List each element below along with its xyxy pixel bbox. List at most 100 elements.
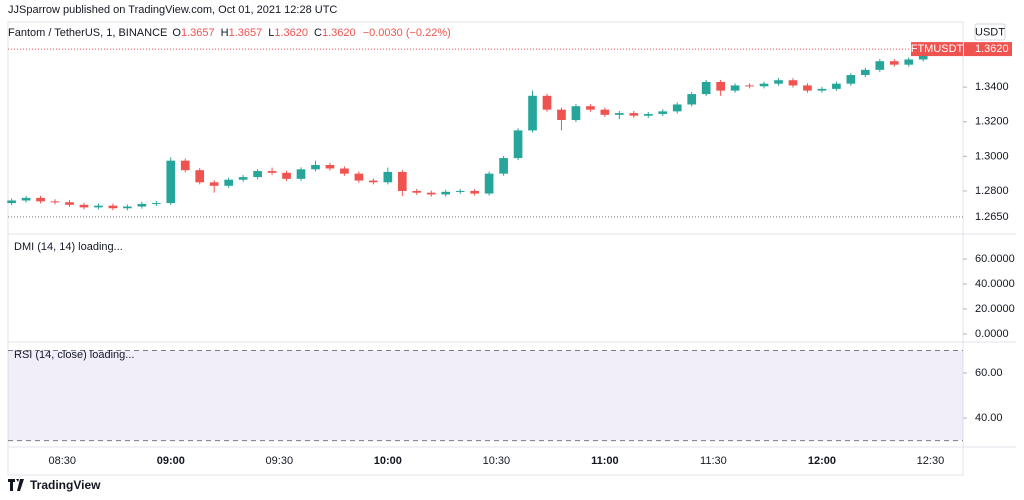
candle-body: [65, 202, 74, 205]
candle-body: [788, 80, 798, 86]
candle-body: [311, 165, 320, 170]
candle-body: [571, 106, 581, 121]
candle-body: [296, 169, 306, 179]
candle-body: [195, 170, 205, 183]
x-tick-label: 12:30: [917, 455, 945, 467]
candle-body: [426, 192, 436, 195]
candle-body: [470, 190, 479, 194]
candle-body: [108, 205, 118, 209]
candle-body: [615, 113, 624, 115]
candle-body: [542, 95, 552, 110]
candle-body: [180, 160, 190, 171]
y-tick-label: 20.0000: [975, 303, 1015, 315]
x-tick-label: 09:00: [157, 455, 185, 467]
candle-body: [325, 165, 335, 169]
candle-body: [397, 171, 407, 191]
brand: TradingView: [30, 478, 101, 492]
candle-body: [224, 179, 234, 186]
candle-body: [889, 61, 899, 65]
candle-body: [209, 182, 219, 186]
candle-body: [817, 88, 827, 91]
candle-body: [904, 59, 914, 65]
candle-body: [528, 95, 537, 131]
price-line-label: 1.2650: [975, 211, 1009, 223]
x-tick-label: 12:00: [808, 455, 836, 467]
candle-body: [687, 94, 697, 105]
change: −0.0030 (−0.22%): [362, 27, 451, 39]
ohlc-value: 1.3657: [228, 27, 263, 39]
candle-body: [860, 69, 870, 76]
x-tick-label: 11:30: [700, 455, 727, 467]
candle-body: [238, 177, 248, 180]
candle-body: [774, 80, 783, 84]
candle-body: [253, 171, 262, 178]
symbol-tag-label: FTMUSDT: [911, 43, 964, 55]
ohlc-key: O: [172, 27, 181, 39]
candle-body: [79, 204, 89, 208]
candle-body: [643, 113, 653, 116]
candle-body: [50, 201, 60, 203]
publisher: JJSparrow published on TradingView.com, …: [8, 4, 338, 16]
candle-body: [21, 197, 31, 201]
candle-body: [499, 158, 508, 174]
candle-body: [701, 81, 711, 95]
candle-body: [586, 106, 595, 110]
candle-body: [484, 173, 494, 194]
candle-body: [441, 191, 451, 195]
currency[interactable]: USDT: [975, 26, 1005, 38]
ohlc-value: 1.3620: [321, 27, 356, 39]
candle-body: [600, 109, 610, 115]
band-fill: [8, 350, 963, 441]
y-tick-label: 60.00: [975, 367, 1003, 379]
candle-body: [412, 190, 422, 193]
candle-body: [759, 83, 769, 87]
candle-body: [354, 173, 364, 181]
ohlc: O1.3657 H1.3657 L1.3620 C1.3620: [170, 27, 359, 39]
candle-body: [832, 83, 841, 89]
symbol-legend: Fantom / TetherUS, 1, BINANCE O1.3657 H1.…: [8, 27, 455, 39]
y-tick-label: 0.0000: [975, 328, 1009, 340]
y-tick-label: 1.3400: [975, 81, 1009, 93]
pane-title: DMI (14, 14) loading...: [14, 241, 123, 253]
y-tick-label: 1.3200: [975, 116, 1009, 128]
x-tick-label: 11:00: [591, 455, 619, 467]
candle-body: [557, 109, 566, 121]
ohlc-key: C: [314, 27, 322, 39]
x-tick-label: 10:00: [374, 455, 402, 467]
candle-body: [846, 75, 856, 84]
x-tick-label: 10:30: [483, 455, 511, 467]
candle-body: [730, 85, 740, 91]
footer: TradingView: [8, 478, 100, 492]
y-tick-label: 1.2800: [975, 185, 1009, 197]
candle-body: [803, 85, 812, 91]
candle-body: [94, 205, 103, 208]
candle-body: [658, 111, 668, 114]
candle-body: [123, 206, 132, 209]
ohlc-value: 1.3657: [180, 27, 215, 39]
candle-body: [166, 160, 176, 204]
candle-body: [745, 85, 754, 87]
candle-body: [716, 81, 725, 91]
last-price-label: 1.3620: [975, 43, 1009, 55]
candle-body: [383, 171, 393, 183]
candle-body: [629, 113, 639, 116]
ohlc-key: H: [220, 27, 229, 39]
ohlc-key: L: [268, 27, 275, 39]
last-price-tag: [964, 42, 1012, 57]
candle-body: [513, 130, 523, 159]
candle-body: [7, 200, 16, 204]
logo: [8, 479, 24, 491]
candle-body: [369, 180, 378, 183]
ohlc-value: 1.3620: [274, 27, 309, 39]
candle-body: [672, 104, 682, 112]
currency-box[interactable]: [974, 23, 1006, 41]
candle-body: [340, 168, 349, 174]
candle-body: [137, 203, 147, 207]
y-tick-label: 40.00: [975, 412, 1003, 424]
pane-title: RSI (14, close) loading...: [14, 349, 134, 361]
y-tick-label: 40.0000: [975, 278, 1015, 290]
symbol[interactable]: Fantom / TetherUS, 1, BINANCE: [8, 27, 168, 39]
symbol-tag: [911, 42, 963, 57]
